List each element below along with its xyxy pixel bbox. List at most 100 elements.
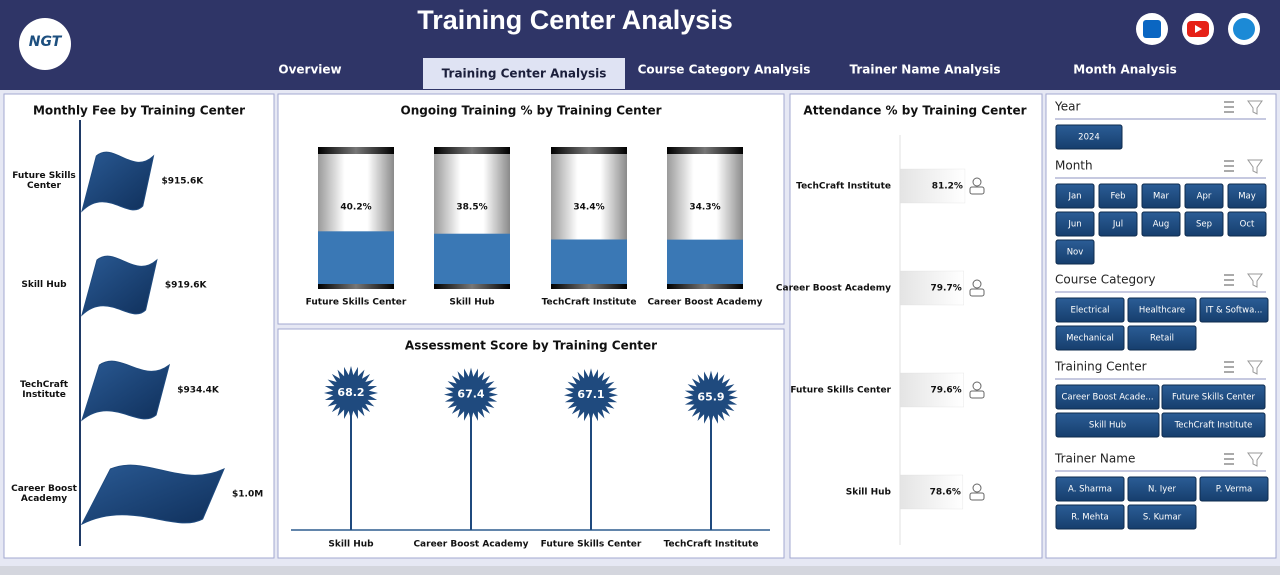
category-label: Career Boost Academy [11,484,77,504]
category-label: Career Boost Academy [413,540,528,550]
value-label: $934.4K [177,386,220,396]
clear-filter-icon[interactable] [1247,452,1263,467]
slicer-button[interactable] [1227,211,1267,237]
slicer-button[interactable] [1227,183,1267,209]
slicer-item[interactable]: Future Skills Center [1172,393,1255,403]
slicer-item[interactable]: Nov [1067,248,1084,258]
value-label: 67.1 [577,388,604,401]
slicer-button[interactable] [1199,297,1269,323]
value-label: 79.7% [931,284,962,294]
slicer-button[interactable] [1055,384,1160,410]
youtube-play [1195,25,1202,33]
slicer-item[interactable]: Healthcare [1139,306,1185,316]
slicer-button[interactable] [1127,476,1197,502]
slicer-button[interactable] [1055,183,1095,209]
slicer-button[interactable] [1127,325,1197,351]
slicer-item[interactable]: Feb [1110,192,1125,202]
category-label: TechCraft Institute [542,298,637,308]
label-box: Career Boost Academy [11,484,77,504]
category-label: Career Boost Academy [776,284,891,294]
slicer-item[interactable]: 2024 [1078,133,1100,143]
slicer-button[interactable] [1055,297,1125,323]
slicer-button[interactable] [1184,211,1224,237]
active-tab[interactable] [423,58,625,89]
cylinder-cap [667,147,743,154]
nav-tab[interactable]: Overview [278,63,341,77]
slicer-item[interactable]: S. Kumar [1143,513,1182,523]
slicer-button[interactable] [1055,211,1095,237]
slicer-button[interactable] [1141,183,1181,209]
slicer-button[interactable] [1055,239,1095,265]
person-icon [972,279,982,289]
slicer-button[interactable] [1055,476,1125,502]
category-label: Future Skills Center [12,171,76,191]
cylinder-cap [318,147,394,154]
slicer-item[interactable]: Retail [1150,334,1174,344]
slicer-item[interactable]: Jun [1067,220,1081,230]
nav-tab[interactable]: Training Center Analysis [442,67,607,81]
clear-filter-icon[interactable] [1247,100,1263,115]
slicer-item[interactable]: N. Iyer [1148,485,1177,495]
person-icon [969,186,985,195]
cylinder-cap [434,284,510,289]
flag-bar [81,255,158,317]
person-icon [972,177,982,187]
nav-tab[interactable]: Course Category Analysis [638,63,811,77]
attendance-bar [899,474,964,510]
slicer-button[interactable] [1098,183,1138,209]
slicer-button[interactable] [1199,476,1269,502]
person-icon [972,483,982,493]
nav-tab[interactable]: Trainer Name Analysis [850,63,1001,77]
slicer-item[interactable]: P. Verma [1216,485,1252,495]
slicer-button[interactable] [1161,384,1266,410]
slicer-button[interactable] [1127,297,1197,323]
value-label: $915.6K [162,177,205,187]
slicer-item[interactable]: Career Boost Acade... [1061,393,1153,403]
flag-bar [80,464,225,526]
slicer-button[interactable] [1055,412,1160,438]
slicer-item[interactable]: Sep [1196,220,1212,230]
slicer-item[interactable]: Jan [1067,192,1081,202]
value-label: 78.6% [930,488,961,498]
slicer-button[interactable] [1141,211,1181,237]
clear-filter-icon[interactable] [1247,360,1263,375]
logo-text: NGT [29,34,63,50]
slicer-button[interactable] [1127,504,1197,530]
label-box: Future Skills Center [12,171,76,191]
scrollbar [0,566,1280,575]
slicer-item[interactable]: Oct [1240,220,1255,230]
value-label: 81.2% [932,182,963,192]
slicer-button[interactable] [1055,504,1125,530]
slicer-item[interactable]: TechCraft Institute [1174,421,1253,431]
slicer-button[interactable] [1055,325,1125,351]
chart-title: Attendance % by Training Center [803,104,1026,118]
slicer-item[interactable]: Jul [1112,220,1123,230]
slicer-item[interactable]: Skill Hub [1089,421,1126,431]
clear-filter-icon[interactable] [1247,273,1263,288]
slicer-item[interactable]: R. Mehta [1071,513,1109,523]
slicer-item[interactable]: Aug [1153,220,1170,230]
value-label: 34.3% [689,203,720,213]
cylinder-cap [551,284,627,289]
cylinder-fill [318,231,394,288]
person-icon [969,492,985,501]
category-label: Future Skills Center [306,298,407,308]
slicer-item[interactable]: Mar [1153,192,1170,202]
lollipop-star [444,367,498,422]
slicer-button[interactable] [1161,412,1266,438]
slicer-item[interactable]: IT & Softwa... [1206,306,1263,316]
slicer-item[interactable]: May [1238,192,1256,202]
nav-tab[interactable]: Month Analysis [1073,63,1176,77]
slicer-button[interactable] [1055,124,1123,150]
slicer-item[interactable]: A. Sharma [1068,485,1112,495]
slicer-item[interactable]: Mechanical [1066,334,1114,344]
category-label: TechCraft Institute [19,380,69,400]
clear-filter-icon[interactable] [1247,159,1263,174]
slicer-button[interactable] [1098,211,1138,237]
slicer-item[interactable]: Apr [1197,192,1212,202]
category-label: Future Skills Center [790,386,891,396]
slicer-item[interactable]: Electrical [1070,306,1109,316]
slicer-button[interactable] [1184,183,1224,209]
linkedin-glyph [1143,20,1161,38]
chart-title: Monthly Fee by Training Center [33,104,245,118]
